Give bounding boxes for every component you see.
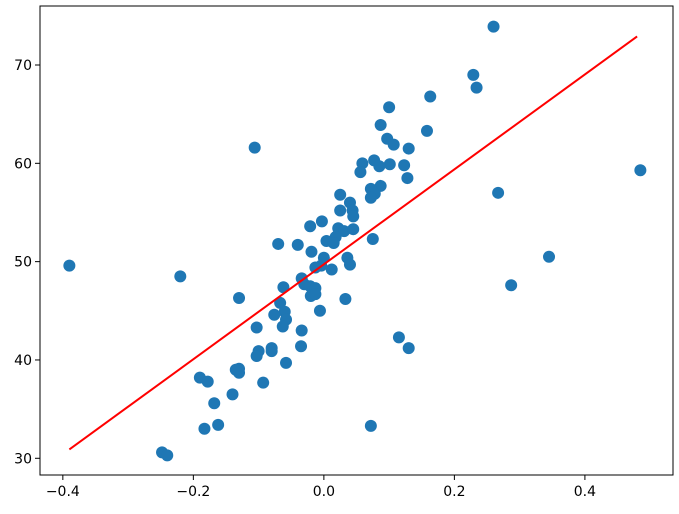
data-point — [272, 237, 285, 250]
data-point — [295, 324, 308, 337]
data-point — [467, 68, 480, 81]
data-point — [248, 141, 261, 154]
data-point — [212, 418, 225, 431]
data-point — [304, 220, 317, 233]
x-tick-label: 0.0 — [313, 484, 335, 500]
data-point — [276, 320, 289, 333]
data-point — [487, 20, 500, 33]
data-point — [257, 376, 270, 389]
data-point — [364, 191, 377, 204]
data-point — [402, 342, 415, 355]
y-tick-label: 50 — [14, 255, 32, 271]
x-tick-label: −0.2 — [176, 484, 210, 500]
data-point — [424, 90, 437, 103]
y-axis: 30 40 50 60 70 — [14, 58, 40, 467]
data-point — [327, 236, 340, 249]
data-point — [364, 419, 377, 432]
data-point — [374, 118, 387, 131]
y-tick-label: 60 — [14, 156, 32, 172]
points-layer — [63, 20, 647, 462]
y-tick-label: 30 — [14, 451, 32, 467]
data-point — [198, 422, 211, 435]
data-point — [398, 159, 411, 172]
data-point — [305, 245, 318, 258]
data-point — [280, 356, 293, 369]
data-point — [161, 449, 174, 462]
fit-line-layer — [68, 35, 638, 451]
data-point — [383, 101, 396, 114]
data-point — [492, 186, 505, 199]
data-point — [250, 350, 263, 363]
data-point — [387, 138, 400, 151]
data-point — [470, 81, 483, 94]
x-tick-label: 0.4 — [574, 484, 596, 500]
data-point — [277, 281, 290, 294]
data-point — [338, 225, 351, 238]
data-point — [505, 279, 518, 292]
x-tick-label: 0.2 — [443, 484, 465, 500]
data-point — [392, 331, 405, 344]
data-point — [274, 296, 287, 309]
data-point — [313, 304, 326, 317]
plot-frame — [39, 5, 674, 476]
data-point — [334, 188, 347, 201]
data-point — [347, 210, 360, 223]
data-point — [315, 215, 328, 228]
data-point — [309, 261, 322, 274]
data-point — [343, 258, 356, 271]
data-point — [201, 375, 214, 388]
x-axis: −0.4 −0.2 0.0 0.2 0.4 — [46, 475, 596, 500]
fit-line — [68, 35, 638, 451]
data-point — [420, 124, 433, 137]
data-point — [265, 342, 278, 355]
data-point — [347, 223, 360, 236]
data-point — [250, 321, 263, 334]
x-tick-label: −0.4 — [46, 484, 80, 500]
data-point — [208, 397, 221, 410]
data-point — [268, 308, 281, 321]
data-point — [383, 158, 396, 171]
data-point — [63, 259, 76, 272]
data-point — [229, 363, 242, 376]
data-point — [334, 204, 347, 217]
data-point — [174, 270, 187, 283]
data-point — [295, 340, 308, 353]
data-point — [325, 263, 338, 276]
data-point — [309, 288, 322, 301]
data-point — [226, 388, 239, 401]
data-point — [366, 233, 379, 246]
data-point — [354, 166, 367, 179]
data-point — [291, 238, 304, 251]
data-point — [543, 250, 556, 263]
data-point — [401, 172, 414, 185]
y-tick-label: 70 — [14, 58, 32, 74]
data-point — [233, 292, 246, 305]
data-point — [339, 293, 352, 306]
data-point — [402, 142, 415, 155]
y-tick-label: 40 — [14, 353, 32, 369]
data-point — [634, 164, 647, 177]
data-point — [368, 154, 381, 167]
